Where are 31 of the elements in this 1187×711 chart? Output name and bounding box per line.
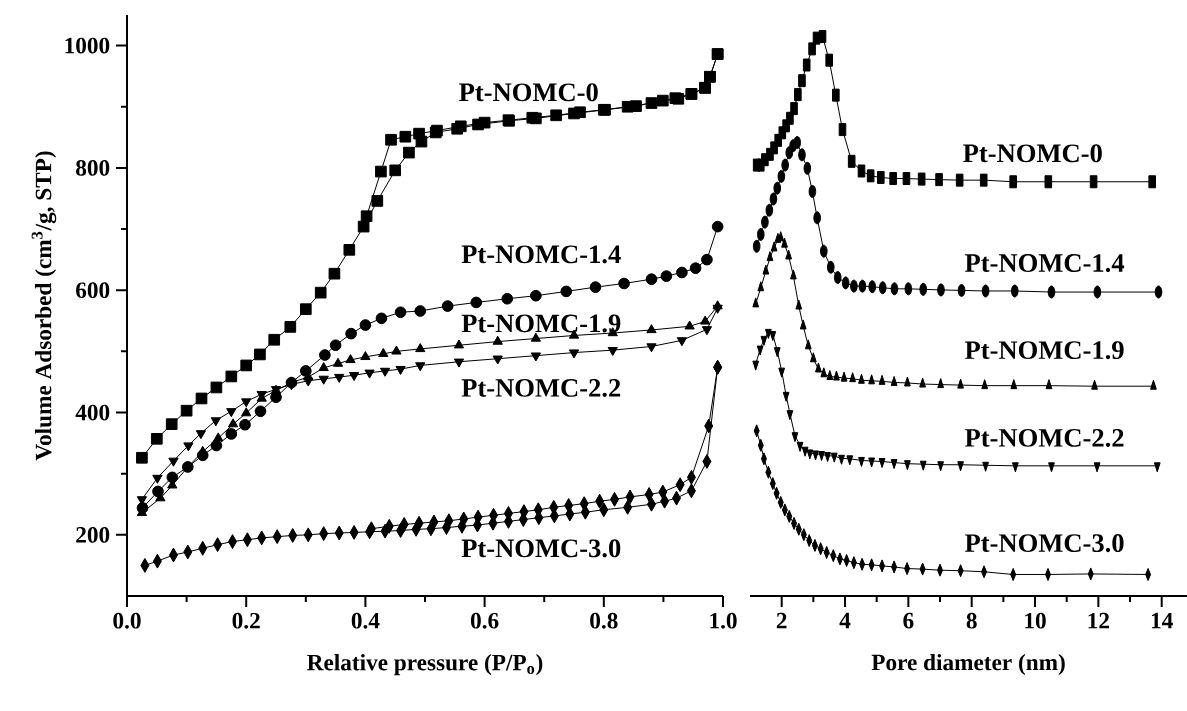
y-tick-label: 1000: [65, 37, 110, 54]
x-tick-label: 0.2: [232, 612, 260, 629]
y-tick-label: 400: [75, 404, 110, 421]
y-tick-label: 600: [76, 282, 110, 299]
x-tick-label: 10: [1025, 612, 1046, 629]
x-tick-label: 12: [1088, 612, 1109, 629]
series-label: Pt-NOMC-1.9: [964, 341, 1124, 360]
series-label: Pt-NOMC-0: [963, 144, 1102, 163]
x-tick-label: 6: [903, 612, 914, 629]
y-tick-label: 200: [76, 526, 110, 543]
x-tick-label: 8: [966, 612, 977, 629]
x-tick-label: 1.0: [710, 612, 737, 629]
y-tick-label: 800: [76, 160, 110, 176]
x-axis-title: Pore diameter (nm): [871, 653, 1065, 676]
series-label: Pt-NOMC-2.2: [461, 379, 621, 397]
x-tick-label: 4: [839, 612, 851, 629]
series-label: Pt-NOMC-3.0: [461, 539, 621, 558]
x-tick-label: 0.8: [590, 612, 618, 629]
series-label: Pt-NOMC-3.0: [964, 534, 1124, 553]
x-tick-label: 0.6: [470, 612, 499, 629]
series-label: Pt-NOMC-1.9: [461, 314, 621, 333]
x-tick-label: 14: [1151, 612, 1173, 629]
series-label: Pt-NOMC-2.2: [964, 428, 1124, 447]
y-axis-title: Volume Adsorbed (cm$^{3}$/g, STP): [31, 151, 57, 461]
x-axis-title: Relative pressure (P/P$_{o}$): [307, 654, 543, 676]
x-tick-label: 0.0: [113, 612, 141, 629]
series-label: Pt-NOMC-0: [459, 83, 598, 102]
x-tick-label: 0.4: [351, 612, 380, 629]
series-label: Pt-NOMC-1.4: [964, 254, 1125, 273]
x-tick-label: 2: [776, 612, 787, 629]
series-label: Pt-NOMC-1.4: [461, 245, 621, 264]
